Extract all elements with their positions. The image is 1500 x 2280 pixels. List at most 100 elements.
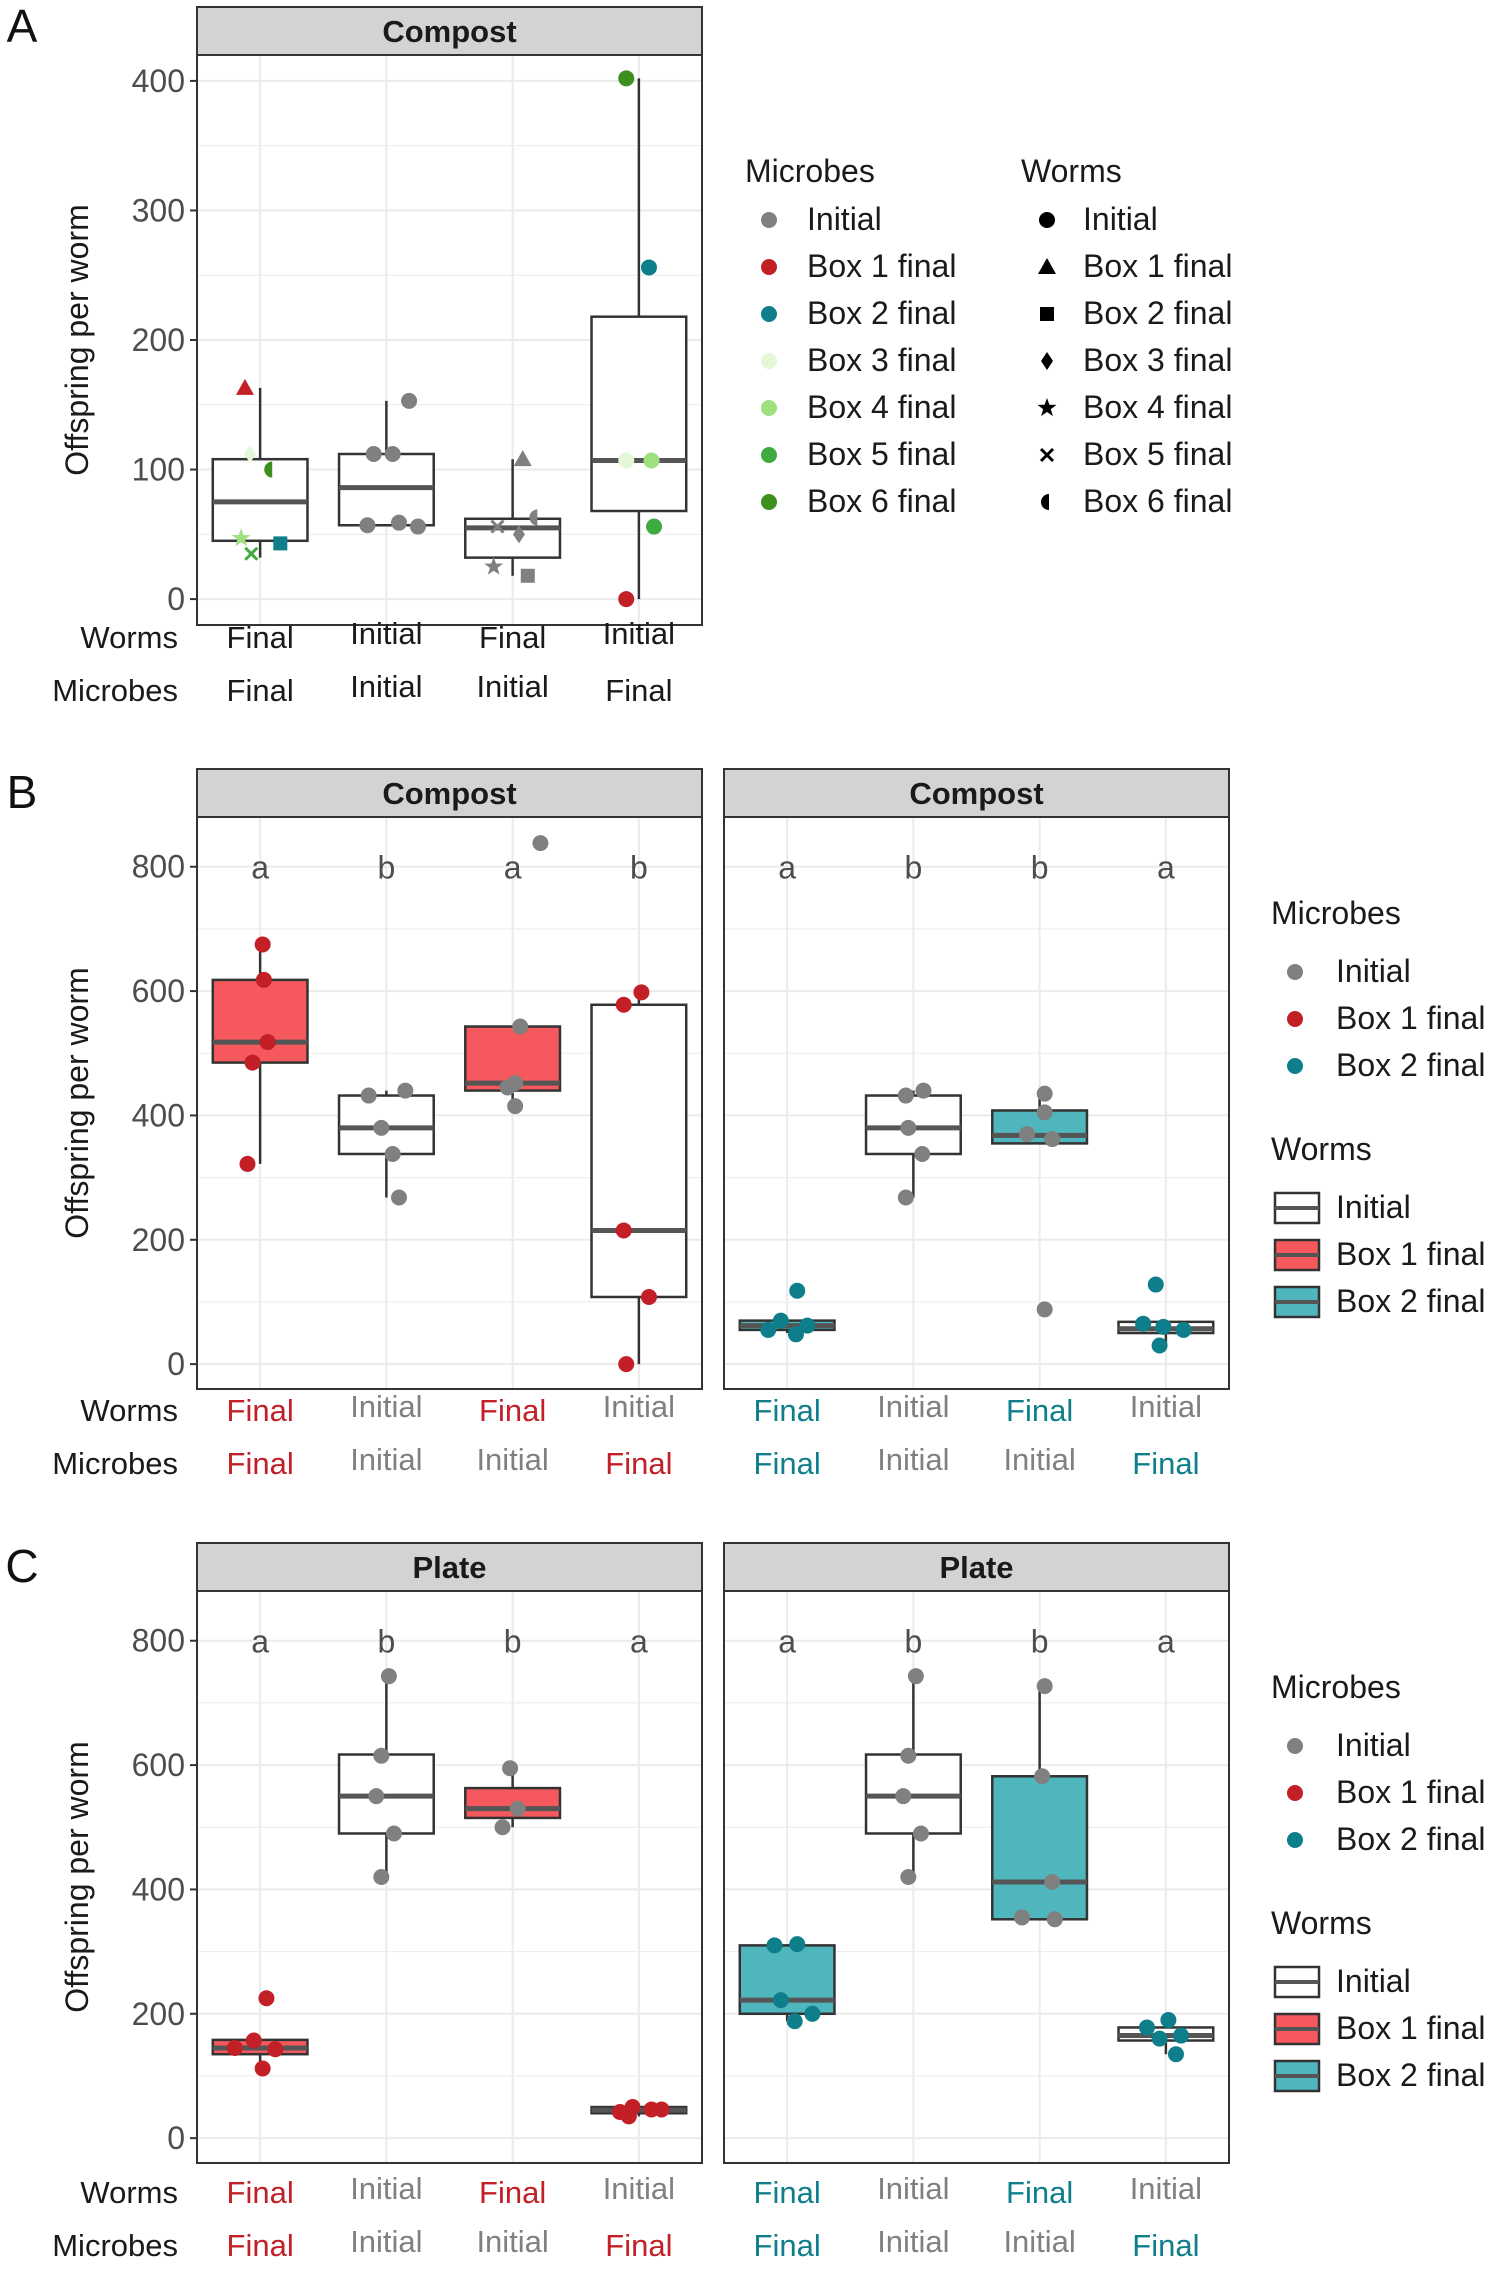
data-point (772, 1992, 789, 2009)
data-point (254, 2060, 271, 2077)
x-label-microbes: Final (754, 1446, 821, 1481)
facet-strip-label: Compost (909, 776, 1043, 811)
data-point (509, 1800, 526, 1817)
legend-key-microbe (761, 259, 777, 275)
data-point (255, 971, 272, 988)
legend-label-worm: Box 6 final (1083, 483, 1232, 519)
legend-key-worm (1039, 447, 1055, 463)
data-point (391, 1189, 407, 1206)
data-point (235, 378, 254, 395)
x-label-worms: Final (227, 2175, 294, 2210)
data-point (254, 936, 271, 953)
panel-border (723, 1590, 1230, 2164)
data-point (787, 1326, 804, 1343)
data-point (1160, 2012, 1177, 2028)
legend-label-worm: Box 2 final (1336, 2057, 1485, 2093)
data-point (1167, 2046, 1184, 2063)
row-label-worms: Worms (80, 1393, 178, 1428)
data-point (1138, 2019, 1155, 2036)
significance-letter: a (778, 1624, 796, 1660)
data-point (507, 1098, 524, 1115)
x-label-microbes: Final (227, 2228, 294, 2263)
legend-key-microbe (1287, 964, 1303, 980)
x-label-worms: Initial (603, 616, 675, 651)
legend-b: Microbes Initial Box 1 final Box 2 final Wor… (1271, 895, 1485, 1319)
data-point (259, 1034, 276, 1051)
legend-key-worm (1273, 1285, 1321, 1319)
panel-letter-b: B (7, 766, 38, 818)
y-tick-label: 400 (132, 1871, 185, 1907)
data-point (766, 1937, 783, 1954)
x-label-worms: Initial (350, 2171, 422, 2206)
data-point (1034, 1768, 1051, 1785)
x-label-worms: Final (1006, 2175, 1073, 2210)
y-tick-label: 800 (132, 849, 185, 885)
data-point (900, 1747, 917, 1764)
legend-key-worm (1040, 307, 1054, 321)
data-point (365, 446, 382, 462)
boxplot-2 (337, 400, 435, 527)
y-axis-title: Offspring per worm (59, 1741, 95, 2013)
plot-background (724, 817, 1229, 1389)
boxplot-1 (738, 1944, 836, 2022)
x-label-worms: Initial (603, 1389, 675, 1424)
x-label-worms: Final (1006, 1393, 1073, 1428)
y-tick-label: 200 (132, 322, 185, 358)
y-tick-label: 0 (167, 1346, 185, 1382)
data-point (618, 1356, 635, 1373)
significance-letter: b (630, 850, 648, 886)
x-label-microbes: Final (1132, 1446, 1199, 1481)
data-point (633, 984, 650, 1001)
x-label-worms: Initial (877, 2171, 949, 2206)
data-point (373, 1869, 390, 1885)
data-point (368, 1788, 385, 1805)
x-label-microbes: Final (605, 1446, 672, 1481)
significance-letter: a (251, 850, 269, 886)
data-point (789, 1282, 806, 1299)
x-label-microbes: Final (605, 2228, 672, 2263)
data-point (900, 1119, 917, 1136)
significance-letter: a (1157, 850, 1175, 886)
legend-key-worm (1273, 1238, 1321, 1272)
data-point (789, 1936, 806, 1953)
legend-label-worm: Box 1 final (1336, 1236, 1485, 1272)
legend-label-microbe: Initial (807, 201, 882, 237)
x-label-microbes: Initial (476, 2224, 548, 2259)
data-point (244, 1054, 261, 1071)
legend-title-worms: Worms (1271, 1905, 1372, 1941)
boxplot-4 (590, 992, 688, 1365)
x-label-microbes: Initial (877, 2224, 949, 2259)
data-point (618, 452, 635, 469)
legend-label-worm: Box 1 final (1336, 2010, 1485, 2046)
data-point (643, 452, 660, 469)
y-tick-label: 800 (132, 1623, 185, 1659)
panel-c2: Plate a b b a Final Final Initial Initial Final In… (723, 1542, 1230, 2263)
x-label-microbes: Initial (350, 2224, 422, 2259)
data-point (512, 525, 525, 544)
boxplot-1 (211, 387, 309, 558)
legend-label-microbe: Box 4 final (807, 389, 956, 425)
box-iqr (991, 1775, 1089, 1921)
data-point (1019, 1126, 1035, 1143)
legend-key-worm-stroke-b (1039, 447, 1055, 463)
legend-label-worm: Box 2 final (1083, 295, 1232, 331)
y-tick-label: 100 (132, 452, 185, 488)
facet-strip-label: Plate (412, 1550, 486, 1585)
x-label-microbes: Initial (350, 1442, 422, 1477)
legend-key-worm (1273, 1191, 1321, 1225)
y-tick-label: 600 (132, 973, 185, 1009)
legend-key-worm (1041, 494, 1049, 510)
y-tick-label: 200 (132, 1222, 185, 1258)
data-point (359, 517, 376, 534)
box-iqr (590, 315, 688, 513)
data-point (226, 2039, 243, 2056)
significance-letter: b (504, 1624, 522, 1660)
legend-key-microbe (761, 212, 777, 228)
x-label-microbes: Final (227, 673, 294, 708)
box-iqr (211, 978, 309, 1064)
significance-letter: a (630, 1624, 648, 1660)
box-iqr (464, 517, 562, 559)
significance-letter: b (1031, 850, 1049, 886)
data-point (772, 1312, 789, 1329)
